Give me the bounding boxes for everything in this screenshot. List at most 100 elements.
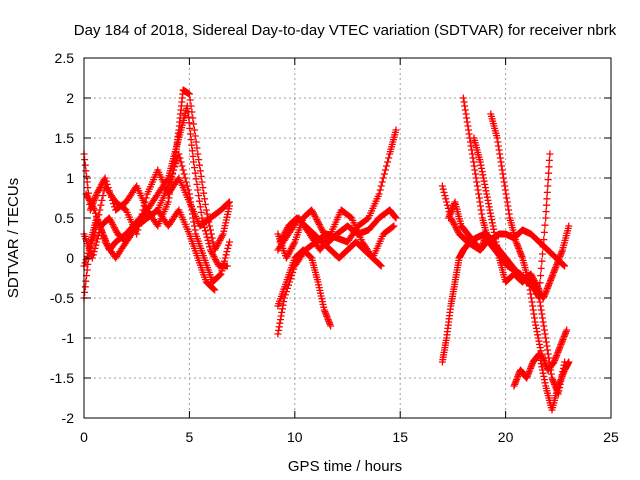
data-point bbox=[200, 189, 208, 197]
data-point bbox=[549, 377, 557, 385]
data-point bbox=[191, 164, 198, 172]
series-arc-17 bbox=[445, 198, 573, 302]
data-point bbox=[274, 330, 282, 338]
data-point bbox=[559, 371, 567, 379]
data-point bbox=[175, 150, 183, 158]
data-point bbox=[193, 144, 201, 152]
data-point bbox=[443, 201, 451, 209]
series-arc-8 bbox=[274, 246, 335, 330]
data-point bbox=[198, 214, 206, 222]
data-point bbox=[203, 210, 211, 218]
data-point bbox=[448, 206, 456, 214]
data-point bbox=[91, 244, 99, 252]
data-point bbox=[102, 177, 110, 185]
y-tick-label: 0.5 bbox=[55, 210, 75, 226]
data-point bbox=[479, 171, 487, 179]
data-point bbox=[327, 322, 335, 330]
data-point bbox=[561, 331, 569, 339]
data-point bbox=[221, 254, 229, 262]
data-point bbox=[81, 288, 89, 296]
data-point bbox=[384, 158, 392, 166]
data-point bbox=[479, 240, 487, 248]
data-point bbox=[216, 236, 224, 244]
data-point bbox=[100, 235, 108, 243]
data-point bbox=[391, 212, 399, 220]
data-point bbox=[218, 232, 226, 240]
data-point bbox=[518, 252, 526, 260]
data-point bbox=[201, 200, 209, 208]
data-point bbox=[90, 248, 98, 256]
data-point bbox=[545, 280, 553, 288]
data-point bbox=[527, 294, 535, 302]
data-point bbox=[309, 209, 317, 217]
data-point bbox=[188, 141, 196, 149]
data-point bbox=[181, 174, 189, 182]
data-point bbox=[92, 241, 100, 249]
data-point bbox=[321, 308, 329, 316]
x-axis-title: GPS time / hours bbox=[288, 458, 402, 475]
data-point bbox=[83, 192, 91, 200]
data-point bbox=[290, 240, 298, 248]
data-point bbox=[475, 190, 483, 198]
data-point bbox=[483, 190, 491, 198]
data-point bbox=[207, 226, 214, 234]
data-point bbox=[197, 172, 205, 180]
data-point bbox=[225, 199, 233, 207]
data-point bbox=[532, 321, 540, 329]
data-point bbox=[81, 156, 89, 164]
data-point bbox=[276, 319, 284, 327]
data-point bbox=[378, 178, 386, 186]
data-point bbox=[206, 222, 214, 230]
data-point bbox=[92, 209, 100, 217]
data-point bbox=[88, 236, 96, 244]
x-tick-label: 25 bbox=[603, 429, 619, 445]
data-point bbox=[544, 176, 552, 184]
data-point bbox=[469, 154, 477, 162]
data-point bbox=[325, 317, 333, 325]
data-point bbox=[99, 232, 107, 240]
data-point bbox=[551, 355, 559, 363]
data-point bbox=[141, 198, 149, 206]
data-point bbox=[392, 214, 400, 222]
data-point bbox=[461, 106, 469, 114]
data-point bbox=[543, 284, 551, 292]
data-point bbox=[539, 369, 547, 377]
data-point bbox=[90, 233, 97, 241]
data-point bbox=[196, 167, 204, 175]
data-point bbox=[524, 371, 532, 379]
data-point bbox=[205, 240, 213, 248]
data-point bbox=[196, 161, 203, 169]
data-point bbox=[471, 166, 479, 174]
data-point bbox=[194, 186, 202, 194]
data-point bbox=[543, 188, 551, 196]
data-point bbox=[188, 108, 196, 116]
data-point bbox=[504, 202, 512, 210]
data-point bbox=[452, 224, 460, 232]
data-point bbox=[84, 249, 92, 257]
data-point bbox=[543, 201, 550, 209]
data-point bbox=[85, 246, 93, 254]
data-point bbox=[545, 169, 553, 177]
data-point bbox=[194, 150, 202, 158]
data-point bbox=[218, 267, 226, 275]
data-point bbox=[542, 214, 550, 222]
data-point bbox=[223, 248, 231, 256]
data-point bbox=[442, 195, 450, 203]
data-point bbox=[539, 318, 547, 326]
series-arc-3 bbox=[80, 150, 233, 286]
data-point bbox=[526, 366, 534, 374]
data-point bbox=[164, 198, 172, 206]
data-point bbox=[565, 222, 573, 230]
data-point bbox=[186, 96, 194, 104]
data-point bbox=[204, 236, 212, 244]
data-point bbox=[91, 206, 98, 214]
data-point bbox=[97, 201, 105, 209]
data-point bbox=[190, 218, 198, 226]
data-point bbox=[557, 340, 565, 348]
data-point bbox=[547, 370, 555, 378]
data-point bbox=[138, 210, 146, 218]
data-point bbox=[190, 158, 198, 166]
data-point bbox=[81, 259, 89, 267]
series-arc-10 bbox=[276, 214, 385, 270]
data-point bbox=[557, 376, 565, 384]
